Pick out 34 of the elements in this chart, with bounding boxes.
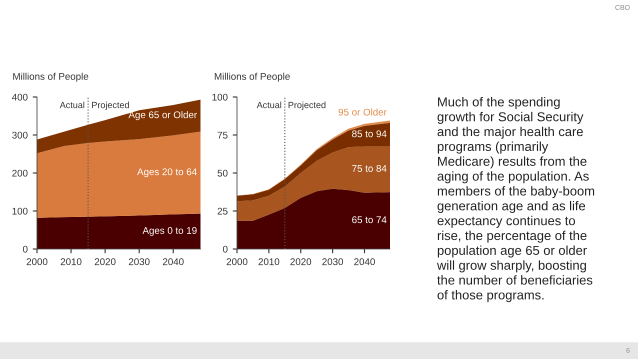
y-axis-title: Millions of People xyxy=(13,72,88,82)
x-tick-label: 2040 xyxy=(354,258,375,266)
y-tick-label: 50 xyxy=(218,170,228,177)
x-tick-label: 2030 xyxy=(322,258,344,266)
annotation: Actual xyxy=(256,102,282,108)
y-tick-label: 0 xyxy=(22,246,28,253)
y-axis-title: Millions of People xyxy=(214,72,290,82)
y-tick-label: 300 xyxy=(12,132,28,139)
x-tick-label: 2020 xyxy=(94,258,116,266)
y-tick-label: 75 xyxy=(218,132,228,139)
x-tick-label: 2030 xyxy=(128,258,150,266)
series-label: 65 to 74 xyxy=(352,216,387,224)
series-label: 85 to 94 xyxy=(352,130,387,138)
x-tick-label: 2020 xyxy=(290,258,312,266)
annotation: Projected xyxy=(288,102,326,110)
annotation: Projected xyxy=(92,102,129,110)
y-tick-label: 200 xyxy=(12,170,28,177)
y-tick-label: 100 xyxy=(212,94,228,101)
y-tick-label: 400 xyxy=(12,94,28,101)
series-label: Ages 0 to 19 xyxy=(142,227,197,236)
x-tick-label: 2000 xyxy=(226,258,248,266)
y-tick-label: 100 xyxy=(12,208,28,215)
y-tick-label: 25 xyxy=(218,208,228,215)
x-tick-label: 2010 xyxy=(258,258,280,266)
x-tick-label: 2010 xyxy=(60,258,82,266)
text: Much of the spending growth for Social Security and the major health care programs (primarily Medicare) results from the aging of the population. As members of the baby-boom generation age and as life expectancy continues to rise, the percentage of the population age 65 or older will grow sharply, boosting the number of beneficiaries of those programs. xyxy=(436,97,594,302)
series-label: 95 or Older xyxy=(338,108,387,116)
annotation: Actual xyxy=(60,102,84,108)
x-tick-label: 2040 xyxy=(162,258,184,266)
series-label: 75 to 84 xyxy=(352,165,387,172)
series-label: Age 65 or Older xyxy=(128,111,197,120)
y-tick-label: 0 xyxy=(222,246,228,253)
x-tick-label: 2000 xyxy=(26,258,48,266)
series-label: Ages 20 to 64 xyxy=(137,168,197,178)
